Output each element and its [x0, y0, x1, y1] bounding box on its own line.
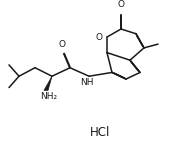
Text: O: O: [95, 33, 102, 42]
Text: O: O: [117, 0, 125, 9]
Text: NH: NH: [80, 78, 94, 87]
Text: O: O: [58, 40, 66, 49]
Text: NH₂: NH₂: [40, 92, 58, 100]
Text: HCl: HCl: [90, 126, 110, 139]
Polygon shape: [44, 76, 52, 90]
